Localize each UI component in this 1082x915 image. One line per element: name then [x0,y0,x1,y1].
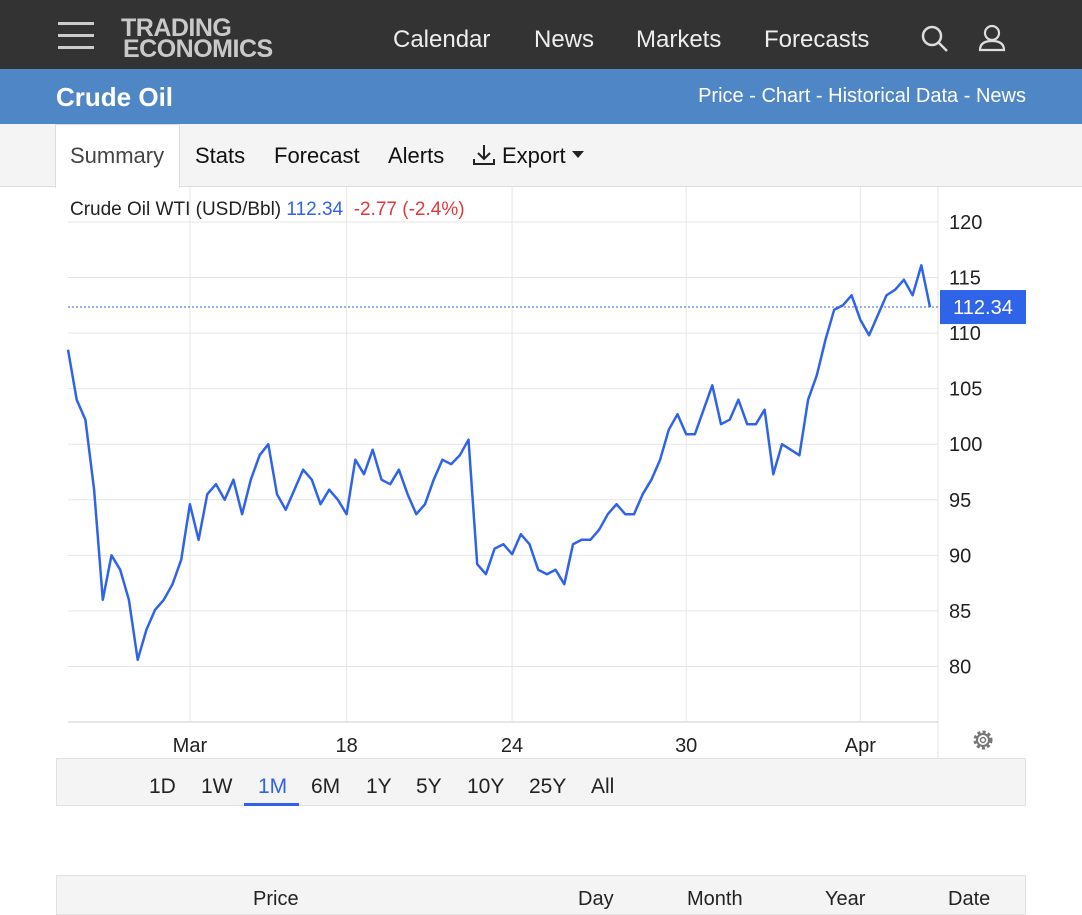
x-tick-label: 24 [501,735,523,757]
range-button[interactable]: 10Y [467,775,505,798]
price: 112.34 [286,199,344,220]
range-button[interactable]: 1Y [366,775,392,798]
header-link[interactable]: Chart [761,85,811,107]
y-tick-label: 95 [949,490,971,512]
column-header: Date [948,888,991,910]
user-icon[interactable] [978,24,1006,52]
search-icon[interactable] [921,25,949,53]
range-bar [56,758,1026,806]
nav-link[interactable]: News [534,26,595,53]
table-header [56,875,1026,915]
header-link[interactable]: News [975,85,1026,107]
range-button[interactable]: 6M [311,775,341,798]
column-header: Month [687,888,743,910]
tab-bar [0,124,1082,187]
price-badge-label: 112.34 [953,297,1013,319]
range-button[interactable]: 5Y [416,775,442,798]
dropdown-caret [572,151,584,158]
header-link[interactable]: Price [698,85,744,107]
settings-icon[interactable] [973,730,993,750]
column-header: Price [253,888,299,910]
y-tick-label: 110 [949,323,981,345]
nav-link[interactable]: Markets [636,26,722,53]
separator: - [963,85,971,107]
y-tick-label: 120 [949,212,982,234]
column-header: Day [578,888,614,910]
change: -2.77 [353,199,397,220]
y-tick-label: 100 [949,434,982,456]
range-button[interactable]: 1D [149,775,176,798]
x-tick-label: 18 [336,735,358,757]
separator: - [749,85,756,107]
logo[interactable]: TRADING [121,14,232,42]
nav-link[interactable]: Calendar [393,26,491,53]
active-range-underline [244,803,299,806]
column-header: Year [825,888,866,910]
nav-link[interactable]: Forecasts [764,26,870,53]
y-tick-label: 90 [949,545,971,567]
chart-header: Crude Oil WTI (USD/Bbl) 112.34 -2.77 (-2… [70,199,465,221]
chart-title: Crude Oil WTI (USD/Bbl) [70,199,282,220]
tab[interactable]: Export [502,143,566,168]
separator: - [815,85,823,107]
header-link[interactable]: Historical Data [828,85,959,107]
range-button[interactable]: 25Y [529,775,567,798]
y-tick-label: 115 [949,268,981,290]
x-tick-label: Apr [845,735,876,757]
tab[interactable]: Alerts [388,143,445,168]
tab[interactable]: Summary [70,143,165,168]
y-tick-label: 85 [949,601,971,623]
logo[interactable]: ECONOMICS [123,35,273,63]
range-button[interactable]: 1M [258,775,288,798]
range-button[interactable]: All [591,775,615,798]
price-badge [940,290,1026,325]
x-tick-label: Mar [173,735,208,757]
y-tick-label: 80 [949,656,971,678]
active-tab-bg [55,124,180,188]
top-bar: TRADING ECONOMICS Calendar News Markets … [0,0,1082,69]
title-bar: Crude Oil Price - Chart - Historical Dat… [0,69,1082,124]
chart: 80 85 90 95 100 105 110 115 120 Mar 18 24 30 Apr 112.3… [66,187,1026,758]
header-links: Price - Chart - Historical Data - News [698,85,1026,108]
tab[interactable]: Forecast [274,143,360,168]
download-icon [473,145,495,165]
y-tick-label: 105 [949,379,982,401]
change-percent: (-2.4%) [402,199,465,220]
page-title: Crude Oil [56,82,174,112]
menu-icon[interactable] [58,22,94,50]
range-button[interactable]: 1W [201,775,233,798]
x-tick-label: 30 [675,735,697,757]
price-line [66,264,932,662]
tab[interactable]: Stats [195,143,246,168]
